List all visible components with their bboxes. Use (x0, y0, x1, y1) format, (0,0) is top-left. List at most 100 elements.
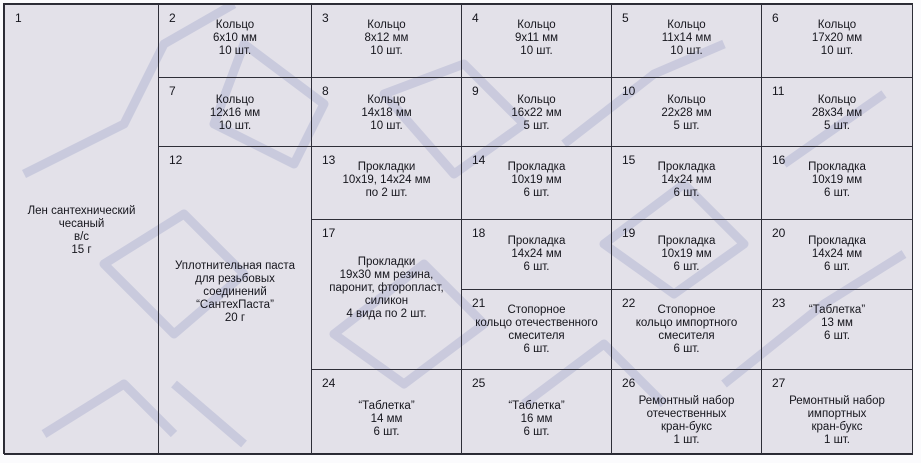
table-cell-22: 22 Стопорное кольцо импортного смесителя 6 ш… (611, 289, 762, 370)
cell-text-line: 6 шт. (523, 426, 550, 438)
cell-description: Прокладка 14x24 мм 6 шт. (764, 235, 910, 274)
cell-text-line: 10x19 мм (811, 174, 863, 186)
cell-text-line: 10 шт. (218, 45, 252, 57)
table-cell-4: 4 Кольцо 9x11 мм 10 шт. (461, 4, 612, 78)
cell-text-line: 9x11 мм (514, 32, 559, 44)
cell-text-line: 6x10 мм (213, 32, 257, 44)
cell-number: 9 (472, 84, 479, 98)
cell-text-line: 5 шт. (523, 120, 550, 132)
cell-text-line: 19x30 мм резина, (339, 269, 434, 281)
cell-text-line: 10x19, 14x24 мм (342, 174, 431, 186)
cell-description: Лен сантехнический чесаный в/с 15 г (7, 205, 156, 257)
cell-text-line: 10 шт. (520, 45, 553, 57)
cell-text-line: “Таблетка” (358, 400, 415, 412)
cell-text-line: 22x28 мм (661, 107, 712, 119)
cell-text-line: 10 шт. (670, 45, 703, 57)
cell-text-line: смесителя (658, 330, 715, 342)
table-cell-18: 18 Прокладка 14x24 мм 6 шт. (461, 219, 612, 290)
table-cell-10: 10 Кольцо 22x28 мм 5 шт. (611, 77, 762, 147)
table-cell-9: 9 Кольцо 16x22 мм 5 шт. (461, 77, 612, 147)
cell-text-line: 6 шт. (673, 343, 700, 355)
cell-number: 3 (322, 11, 329, 25)
cell-text-line: Прокладки (357, 161, 416, 173)
cell-text-line: Уплотнительная паста (175, 260, 295, 272)
table-cell-8: 8 Кольцо 14x18 мм 10 шт. (311, 77, 462, 147)
cell-text-line: паронит, фторопласт, (329, 282, 444, 294)
cell-number: 25 (472, 376, 486, 390)
cell-number: 22 (622, 296, 636, 310)
cell-description: Прокладка 10x19 мм 6 шт. (464, 161, 609, 200)
cell-text-line: Кольцо (215, 94, 255, 106)
cell-number: 6 (772, 11, 779, 25)
cell-number: 12 (169, 153, 183, 167)
table-cell-2: 2 Кольцо 6x10 мм 10 шт. (158, 4, 312, 78)
cell-description: Кольцо 8x12 мм 10 шт. (314, 19, 459, 58)
cell-text-line: 10x19 мм (661, 248, 712, 260)
cell-description: Кольцо 14x18 мм 10 шт. (314, 94, 459, 133)
cell-text-line: 10x19 мм (511, 174, 562, 186)
cell-text-line: Лен сантехнический (27, 205, 136, 217)
table-cell-15: 15 Прокладка 14x24 мм 6 шт. (611, 146, 762, 220)
cell-text-line: Кольцо (667, 94, 706, 106)
table-cell-3: 3 Кольцо 8x12 мм 10 шт. (311, 4, 462, 78)
cell-description: “Таблетка” 16 мм 6 шт. (464, 400, 609, 439)
table-cell-21: 21 Стопорное кольцо отечественного смесител… (461, 289, 612, 370)
cell-text-line: Прокладка (657, 235, 716, 247)
cell-description: Прокладка 14x24 мм 6 шт. (614, 161, 759, 200)
cell-number: 24 (322, 376, 336, 390)
cell-text-line: Стопорное (657, 304, 716, 316)
cell-text-line: для резьбовых (195, 273, 275, 285)
cell-text-line: Кольцо (517, 94, 556, 106)
cell-text-line: “Таблетка” (508, 400, 565, 412)
cell-text-line: 10 шт. (370, 120, 403, 132)
table-cell-24: 24 “Таблетка” 14 мм 6 шт. (311, 369, 462, 455)
table-cell-25: 25 “Таблетка” 16 мм 6 шт. (461, 369, 612, 455)
cell-text-line: 8x12 мм (364, 32, 409, 44)
table-cell-26: 26 Ремонтный набор отечественных кран-букс 1… (611, 369, 762, 455)
cell-text-line: 1 шт. (823, 434, 850, 446)
cell-text-line: 6 шт. (673, 261, 700, 273)
cell-text-line: чесаный (58, 218, 105, 230)
cell-text-line: 12x16 мм (209, 107, 261, 119)
cell-number: 7 (169, 84, 176, 98)
cell-description: Кольцо 12x16 мм 10 шт. (161, 94, 309, 133)
cell-text-line: Прокладка (507, 235, 566, 247)
cell-text-line: 5 шт. (673, 120, 700, 132)
cell-description: Ремонтный набор отечественных кран-букс 1 ш… (614, 395, 759, 447)
cell-number: 20 (772, 226, 786, 240)
table-cell-12: 12 Уплотнительная паста для резьбовых соеди… (158, 146, 312, 455)
cell-number: 4 (472, 11, 479, 25)
table-cell-16: 16 Прокладка 10x19 мм 6 шт. (761, 146, 913, 220)
cell-text-line: 6 шт. (823, 187, 850, 199)
cell-text-line: Кольцо (215, 19, 255, 31)
cell-text-line: Прокладка (808, 161, 866, 173)
cell-number: 16 (772, 153, 786, 167)
cell-text-line: Кольцо (367, 19, 406, 31)
cell-number: 11 (772, 84, 785, 98)
cell-text-line: 16x22 мм (511, 107, 562, 119)
cell-text-line: 14x18 мм (361, 107, 412, 119)
cell-description: Стопорное кольцо импортного смесителя 6 шт. (614, 304, 759, 356)
cell-text-line: 1 шт. (673, 434, 700, 446)
cell-text-line: 6 шт. (523, 187, 550, 199)
cell-text-line: Стопорное (507, 304, 566, 316)
cell-number: 18 (472, 226, 486, 240)
cell-text-line: “СантехПаста” (196, 299, 274, 311)
cell-text-line: силикон (364, 295, 409, 307)
cell-number: 21 (472, 296, 486, 310)
cell-number: 1 (15, 11, 22, 25)
cell-text-line: 14x24 мм (661, 174, 712, 186)
cell-description: “Таблетка” 14 мм 6 шт. (314, 400, 459, 439)
cell-text-line: кольцо импортного (635, 317, 738, 329)
table-cell-20: 20 Прокладка 14x24 мм 6 шт. (761, 219, 913, 290)
cell-description: Прокладка 10x19 мм 6 шт. (614, 235, 759, 274)
cell-description: Прокладки 10x19, 14x24 мм по 2 шт. (314, 161, 459, 200)
cell-text-line: 14x24 мм (811, 248, 863, 260)
table-cell-19: 19 Прокладка 10x19 мм 6 шт. (611, 219, 762, 290)
cell-text-line: Прокладка (808, 235, 866, 247)
cell-description: Кольцо 17x20 мм 10 шт. (764, 19, 910, 58)
cell-text-line: 6 шт. (673, 187, 700, 199)
cell-number: 13 (322, 153, 336, 167)
cell-text-line: Ремонтный набор (638, 395, 735, 407)
cell-description: Кольцо 9x11 мм 10 шт. (464, 19, 609, 58)
